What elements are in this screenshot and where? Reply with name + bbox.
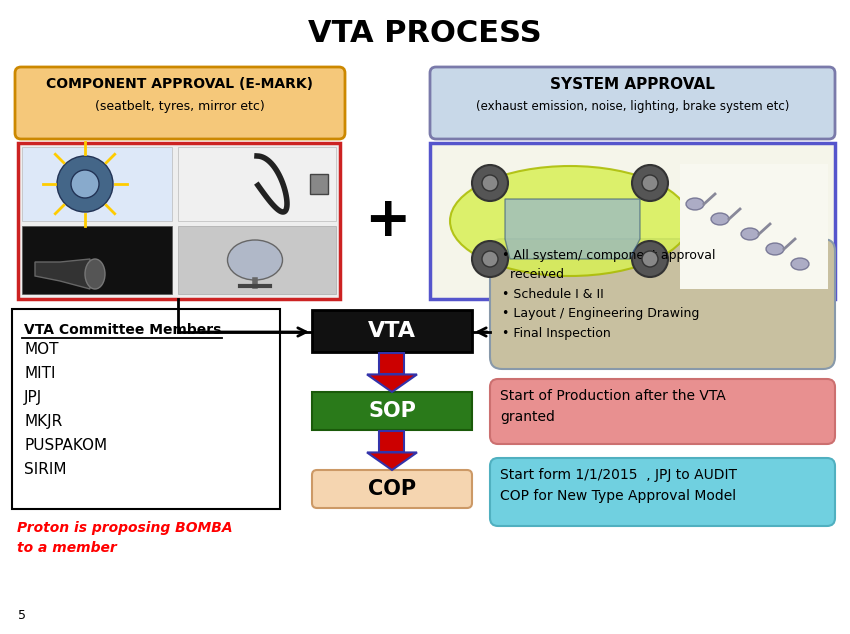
Ellipse shape (766, 243, 784, 255)
FancyBboxPatch shape (12, 309, 280, 509)
FancyBboxPatch shape (312, 310, 472, 352)
Text: COMPONENT APPROVAL (E-MARK): COMPONENT APPROVAL (E-MARK) (47, 77, 314, 91)
Text: • All system/ component approval
  received
• Schedule I & II
• Layout / Enginee: • All system/ component approval receive… (502, 249, 716, 340)
Circle shape (632, 241, 668, 277)
Text: Proton is proposing BOMBA
to a member: Proton is proposing BOMBA to a member (17, 521, 233, 555)
Bar (310, 174, 328, 194)
Polygon shape (505, 199, 640, 259)
FancyBboxPatch shape (18, 143, 340, 299)
Text: SYSTEM APPROVAL: SYSTEM APPROVAL (550, 77, 715, 92)
FancyBboxPatch shape (312, 470, 472, 508)
Text: SOP: SOP (368, 401, 416, 421)
FancyBboxPatch shape (22, 147, 172, 221)
Text: (seatbelt, tyres, mirror etc): (seatbelt, tyres, mirror etc) (95, 100, 265, 113)
Text: 5: 5 (18, 609, 26, 622)
FancyBboxPatch shape (15, 67, 345, 139)
Polygon shape (35, 259, 90, 289)
Ellipse shape (450, 166, 690, 276)
Circle shape (642, 175, 658, 191)
Circle shape (482, 175, 498, 191)
Ellipse shape (228, 240, 282, 280)
FancyBboxPatch shape (680, 164, 828, 289)
Text: VTA PROCESS: VTA PROCESS (309, 19, 541, 48)
Text: VTA Committee Members: VTA Committee Members (24, 323, 221, 337)
Circle shape (472, 165, 508, 201)
FancyBboxPatch shape (490, 239, 835, 369)
Text: (exhaust emission, noise, lighting, brake system etc): (exhaust emission, noise, lighting, brak… (476, 100, 789, 113)
Text: Start form 1/1/2015  , JPJ to AUDIT
COP for New Type Approval Model: Start form 1/1/2015 , JPJ to AUDIT COP f… (500, 468, 737, 503)
Ellipse shape (686, 198, 704, 210)
FancyBboxPatch shape (430, 67, 835, 139)
FancyBboxPatch shape (379, 353, 405, 375)
FancyBboxPatch shape (490, 458, 835, 526)
Ellipse shape (791, 258, 809, 270)
Circle shape (642, 251, 658, 267)
Ellipse shape (741, 228, 759, 240)
Circle shape (632, 165, 668, 201)
Polygon shape (367, 453, 417, 470)
FancyBboxPatch shape (430, 143, 835, 299)
FancyBboxPatch shape (22, 226, 172, 294)
Text: +: + (364, 194, 411, 248)
FancyBboxPatch shape (178, 147, 336, 221)
Ellipse shape (85, 259, 105, 289)
FancyBboxPatch shape (490, 379, 835, 444)
Polygon shape (367, 375, 417, 392)
Ellipse shape (711, 213, 729, 225)
FancyBboxPatch shape (379, 431, 405, 453)
Text: MOT
MITI
JPJ
MKJR
PUSPAKOM
SIRIM: MOT MITI JPJ MKJR PUSPAKOM SIRIM (24, 342, 107, 477)
Circle shape (472, 241, 508, 277)
Circle shape (482, 251, 498, 267)
Text: VTA: VTA (368, 321, 416, 341)
Text: Start of Production after the VTA
granted: Start of Production after the VTA grante… (500, 389, 726, 424)
Circle shape (57, 156, 113, 212)
Circle shape (71, 170, 99, 198)
FancyBboxPatch shape (178, 226, 336, 294)
FancyBboxPatch shape (312, 392, 472, 430)
Text: COP: COP (368, 479, 416, 499)
